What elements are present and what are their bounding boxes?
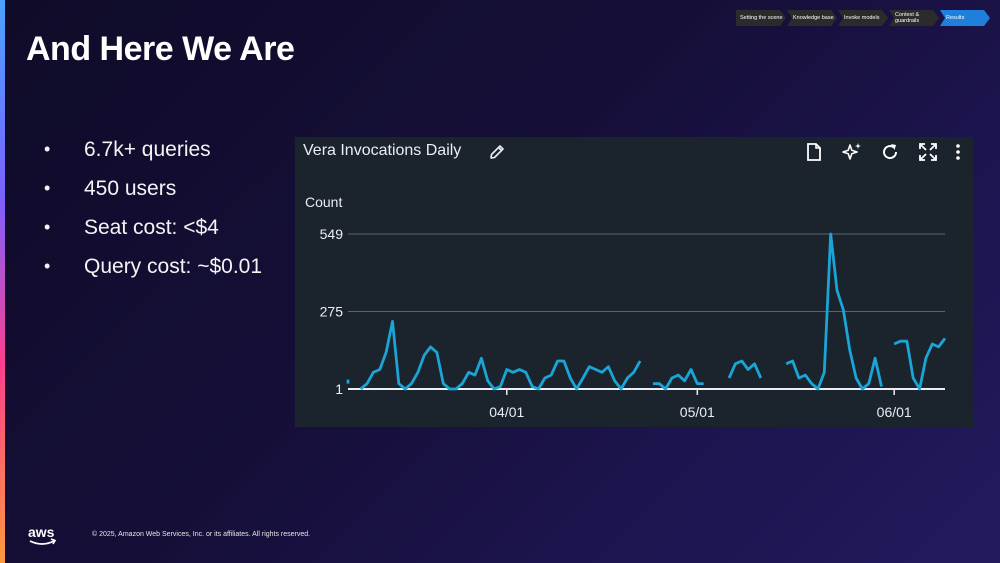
progress-step-context-guardrails[interactable]: Context & guardrails (889, 10, 939, 26)
slide-title: And Here We Are (26, 30, 295, 68)
bullet-list: • 6.7k+ queries • 450 users • Seat cost: <$… (44, 130, 262, 286)
series-line (359, 319, 642, 391)
refresh-icon[interactable] (871, 142, 909, 162)
y-tick-label: 1 (335, 381, 343, 397)
slide-accent-bar (0, 0, 5, 563)
document-icon[interactable] (795, 142, 833, 162)
chart-widget: Vera Invocations Daily Count 1 275 549 04/0… (295, 137, 973, 427)
x-tick-label: 04/01 (489, 404, 524, 420)
bullet-item: • Seat cost: <$4 (44, 215, 219, 239)
x-tick-label: 06/01 (877, 404, 912, 420)
series-line (785, 232, 883, 391)
y-axis-label: Count (305, 194, 343, 210)
bullet-dot: • (44, 178, 51, 198)
progress-step-results[interactable]: Results (940, 10, 990, 26)
line-chart: 1 275 549 04/01 05/01 06/01 (320, 226, 947, 420)
aws-logo-text: aws (28, 524, 55, 540)
progress-step-knowledge-base[interactable]: Knowledge base (787, 10, 837, 26)
y-tick-label: 275 (320, 304, 344, 320)
progress-step-invoke-models[interactable]: Invoke models (838, 10, 888, 26)
y-tick-label: 549 (320, 226, 344, 242)
series-line (893, 337, 947, 391)
expand-icon[interactable] (909, 142, 947, 162)
edit-pencil-icon[interactable] (488, 143, 506, 166)
bullet-item: • 6.7k+ queries (44, 137, 211, 161)
bullet-item: • 450 users (44, 176, 177, 200)
more-icon[interactable] (947, 142, 969, 162)
progress-step-setting-the-scene[interactable]: Setting the scene (736, 10, 786, 26)
bullet-item: • Query cost: ~$0.01 (44, 254, 263, 278)
sparkle-icon[interactable] (833, 142, 871, 162)
x-tick-label: 05/01 (680, 404, 715, 420)
widget-title: Vera Invocations Daily (303, 142, 462, 159)
bullet-dot: • (44, 139, 51, 159)
bullet-dot: • (44, 217, 51, 237)
bullet-dot: • (44, 256, 51, 276)
widget-toolbar (795, 142, 969, 162)
copyright-notice: © 2025, Amazon Web Services, Inc. or its… (92, 531, 311, 538)
aws-logo: aws (28, 524, 58, 553)
agenda-progress: Setting the scene Knowledge base Invoke … (736, 10, 991, 26)
series-line (727, 359, 763, 379)
series-line (652, 368, 704, 391)
